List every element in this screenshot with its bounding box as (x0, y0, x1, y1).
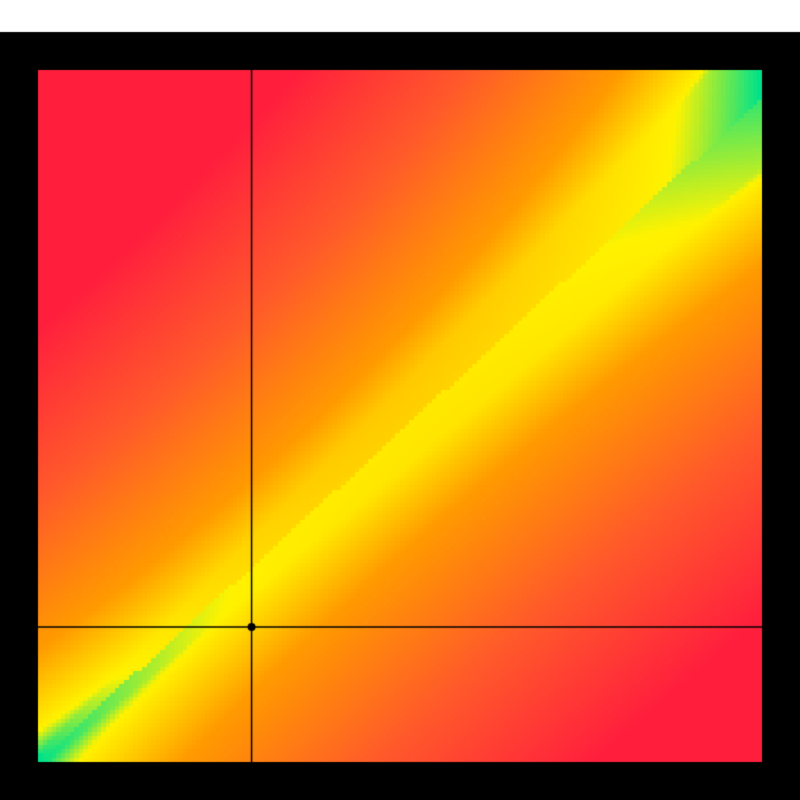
bottleneck-heatmap (0, 0, 800, 800)
chart-container: TheBottleneck.com (0, 0, 800, 800)
